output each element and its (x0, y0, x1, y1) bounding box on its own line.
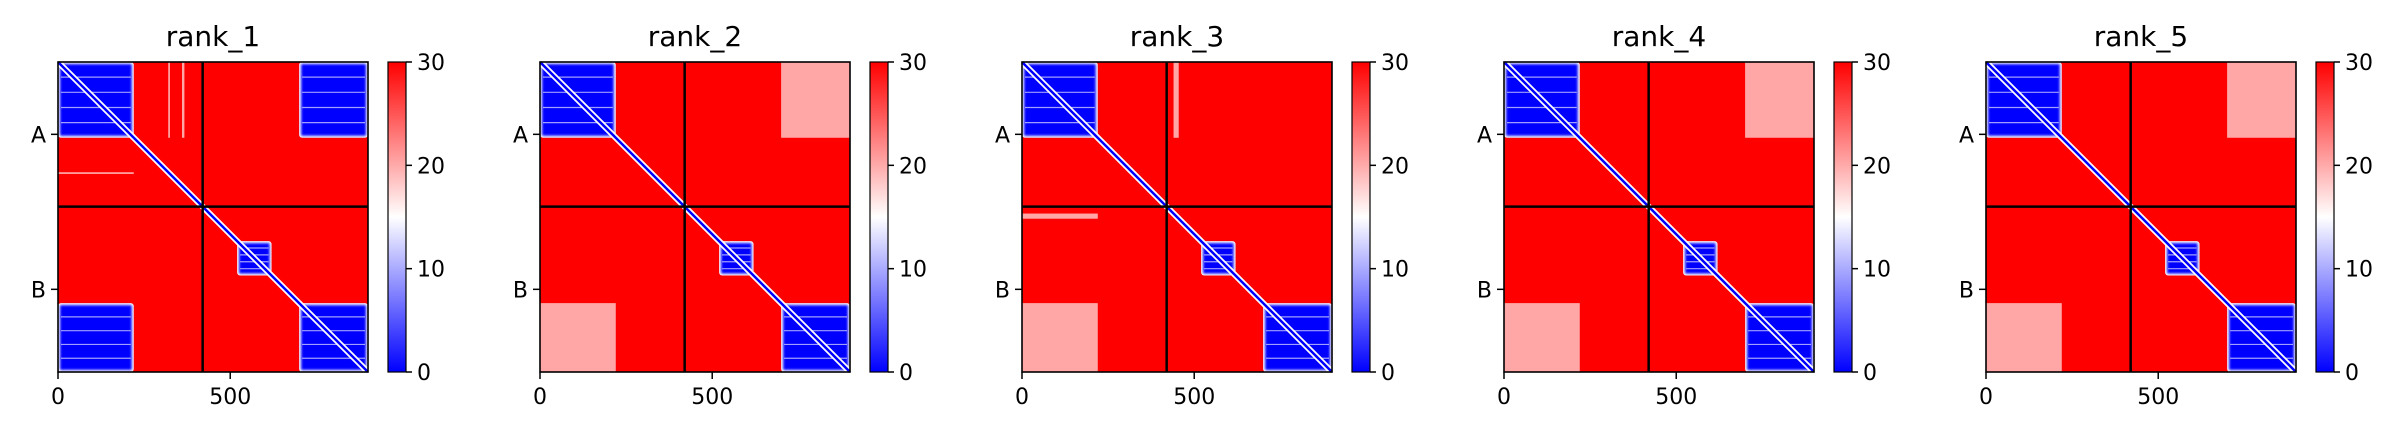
x-tick-label: 0 (1979, 385, 1993, 410)
colorbar-tick-label: 30 (417, 51, 445, 76)
stripe-region (2227, 62, 2296, 138)
stripe-region (1986, 303, 2062, 372)
colorbar (2315, 61, 2335, 373)
x-tick-label: 500 (691, 385, 733, 410)
plot-frame (539, 61, 851, 373)
colorbar-tick-label: 10 (1381, 258, 1409, 283)
colorbar (1833, 61, 1853, 373)
diagonal (1021, 61, 1333, 373)
plot-frame (57, 61, 369, 373)
stripe-region (781, 62, 850, 138)
heatmap-cells (537, 59, 853, 375)
colorbar-tick-label: 20 (2345, 154, 2373, 179)
panel-title: rank_2 (648, 20, 742, 53)
x-tick-label: 500 (2137, 385, 2179, 410)
colorbar-tick-label: 0 (1863, 361, 1877, 386)
pae-panel-5: rank_5 0 500 A B 0 10 20 30 (1959, 20, 2373, 410)
colorbar-tick-label: 10 (417, 258, 445, 283)
colorbar (387, 61, 407, 373)
colorbar (869, 61, 889, 373)
pae-panel-1: rank_1 0 500 A B 0 10 20 30 (31, 20, 445, 410)
diagonal (1503, 61, 1815, 373)
colorbar-tick-label: 20 (1863, 154, 1891, 179)
colorbar-tick-label: 20 (417, 154, 445, 179)
heatmap-cells (1983, 59, 2299, 375)
colorbar-tick-label: 0 (899, 361, 913, 386)
colorbar-tick-label: 30 (2345, 51, 2373, 76)
plot-frame (1985, 61, 2297, 373)
low-error-block (60, 305, 132, 370)
stripe-region (1022, 213, 1098, 219)
panel-title: rank_1 (166, 20, 260, 53)
diagonal (539, 61, 851, 373)
panel-title: rank_3 (1130, 20, 1224, 53)
colorbar-tick-label: 0 (2345, 361, 2359, 386)
colorbar-tick-label: 30 (1381, 51, 1409, 76)
colorbar-tick-label: 30 (899, 51, 927, 76)
colorbar (1351, 61, 1371, 373)
pae-panel-4: rank_4 0 500 A B 0 10 20 30 (1477, 20, 1891, 410)
y-tick-label: B (995, 278, 1010, 303)
panel-title: rank_4 (1612, 20, 1706, 53)
colorbar-tick-label: 10 (2345, 258, 2373, 283)
stripe-region (1022, 303, 1098, 372)
y-tick-label: A (1477, 123, 1492, 148)
stripe-region (540, 303, 616, 372)
y-tick-label: B (1959, 278, 1974, 303)
x-tick-label: 500 (1173, 385, 1215, 410)
diagonal (57, 61, 369, 373)
heatmap-cells (1501, 59, 1817, 375)
colorbar-tick-label: 0 (1381, 361, 1395, 386)
stripe-region (168, 62, 170, 138)
y-tick-label: A (31, 123, 46, 148)
heatmap-cells (55, 59, 371, 375)
y-tick-label: A (513, 123, 528, 148)
colorbar-tick-label: 20 (899, 154, 927, 179)
x-tick-label: 500 (209, 385, 251, 410)
plot-frame (1503, 61, 1815, 373)
stripe-region (182, 62, 185, 138)
y-tick-label: A (995, 123, 1010, 148)
x-tick-label: 0 (533, 385, 547, 410)
stripe-region (1745, 62, 1814, 138)
pae-panel-2: rank_2 0 500 A B 0 10 20 30 (513, 20, 927, 410)
colorbar-tick-label: 10 (899, 258, 927, 283)
colorbar-tick-label: 20 (1381, 154, 1409, 179)
x-tick-label: 0 (1015, 385, 1029, 410)
pae-panel-3: rank_3 0 500 A B 0 10 20 30 (995, 20, 1409, 410)
plot-frame (1021, 61, 1333, 373)
x-tick-label: 500 (1655, 385, 1697, 410)
colorbar-tick-label: 10 (1863, 258, 1891, 283)
stripe-region (58, 172, 134, 174)
x-tick-label: 0 (51, 385, 65, 410)
y-tick-label: B (1477, 278, 1492, 303)
stripe-region (1504, 303, 1580, 372)
y-tick-label: A (1959, 123, 1974, 148)
diagonal (1985, 61, 2297, 373)
colorbar-tick-label: 0 (417, 361, 431, 386)
heatmap-cells (1019, 59, 1335, 375)
low-error-block (301, 64, 366, 136)
panel-title: rank_5 (2094, 20, 2188, 53)
x-tick-label: 0 (1497, 385, 1511, 410)
y-tick-label: B (513, 278, 528, 303)
y-tick-label: B (31, 278, 46, 303)
colorbar-tick-label: 30 (1863, 51, 1891, 76)
stripe-region (1173, 62, 1179, 138)
